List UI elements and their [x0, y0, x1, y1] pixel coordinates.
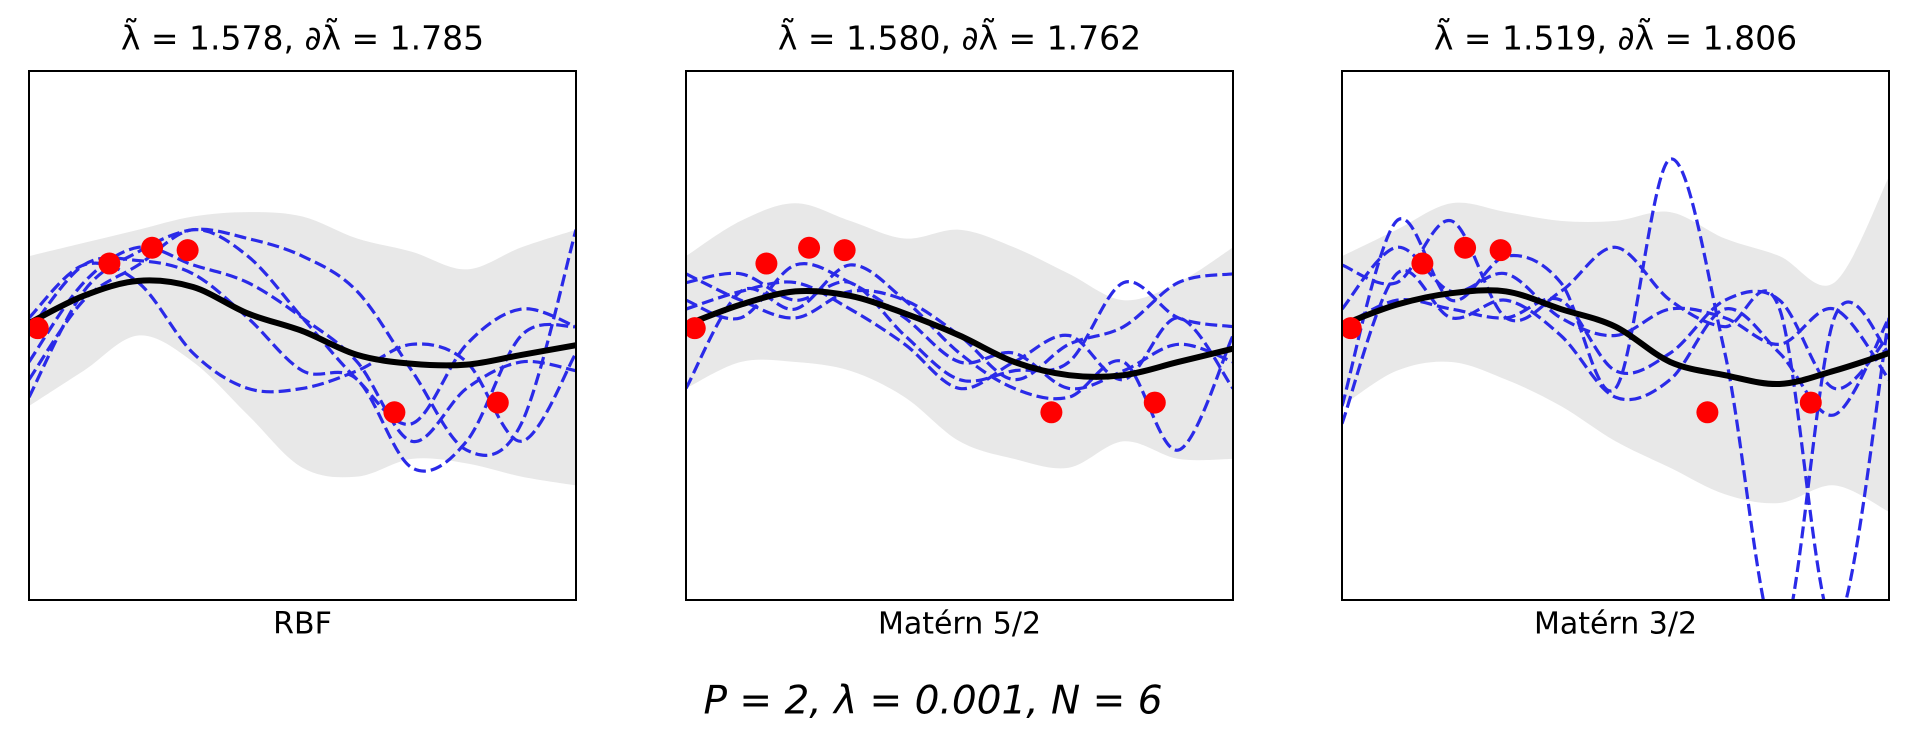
- observation: [1342, 317, 1362, 340]
- axes-frame: [28, 70, 577, 601]
- observation: [176, 239, 199, 262]
- mean-line: [29, 277, 576, 369]
- axes-frame: [1341, 70, 1890, 601]
- axes-title: λ̃ = 1.578, ∂λ̃ = 1.785: [121, 16, 484, 57]
- sample-line: [686, 262, 1233, 391]
- axes-frame: [685, 70, 1234, 601]
- axes-title: λ̃ = 1.580, ∂λ̃ = 1.762: [778, 16, 1141, 57]
- axes-title: λ̃ = 1.519, ∂λ̃ = 1.806: [1434, 16, 1797, 57]
- sample-line: [1342, 157, 1889, 600]
- plot-area: [29, 212, 576, 486]
- observation: [98, 252, 121, 275]
- observation: [1696, 401, 1719, 424]
- observation: [798, 236, 821, 259]
- observation: [1040, 401, 1063, 424]
- x-axis-label: Matérn 5/2: [878, 607, 1041, 642]
- sample-line: [686, 263, 1233, 452]
- observation: [1454, 236, 1477, 259]
- x-axis-label: Matérn 3/2: [1534, 607, 1697, 642]
- observation: [1411, 252, 1434, 275]
- figure-title: P = 2, λ = 0.001, N = 6: [703, 679, 1162, 724]
- observation: [383, 401, 406, 424]
- sample-line: [29, 261, 576, 443]
- plot-area: [686, 203, 1233, 469]
- observation: [833, 239, 856, 262]
- mean-line: [686, 287, 1233, 380]
- observation: [1143, 391, 1166, 414]
- x-axis-label: RBF: [273, 607, 332, 642]
- observation: [1489, 239, 1512, 262]
- confidence-band: [1342, 176, 1889, 512]
- sample-line: [1342, 289, 1889, 391]
- observation: [486, 391, 509, 414]
- observation: [755, 252, 778, 275]
- sample-line: [686, 272, 1233, 382]
- sample-line: [1342, 219, 1889, 600]
- sample-line: [686, 280, 1233, 391]
- observation: [1799, 391, 1822, 414]
- sample-line: [686, 271, 1233, 383]
- observation: [141, 236, 164, 259]
- plot-area: [1342, 157, 1889, 600]
- mean-line: [1342, 287, 1889, 387]
- observation: [686, 317, 706, 340]
- sample-line: [29, 228, 576, 426]
- observation: [29, 317, 49, 340]
